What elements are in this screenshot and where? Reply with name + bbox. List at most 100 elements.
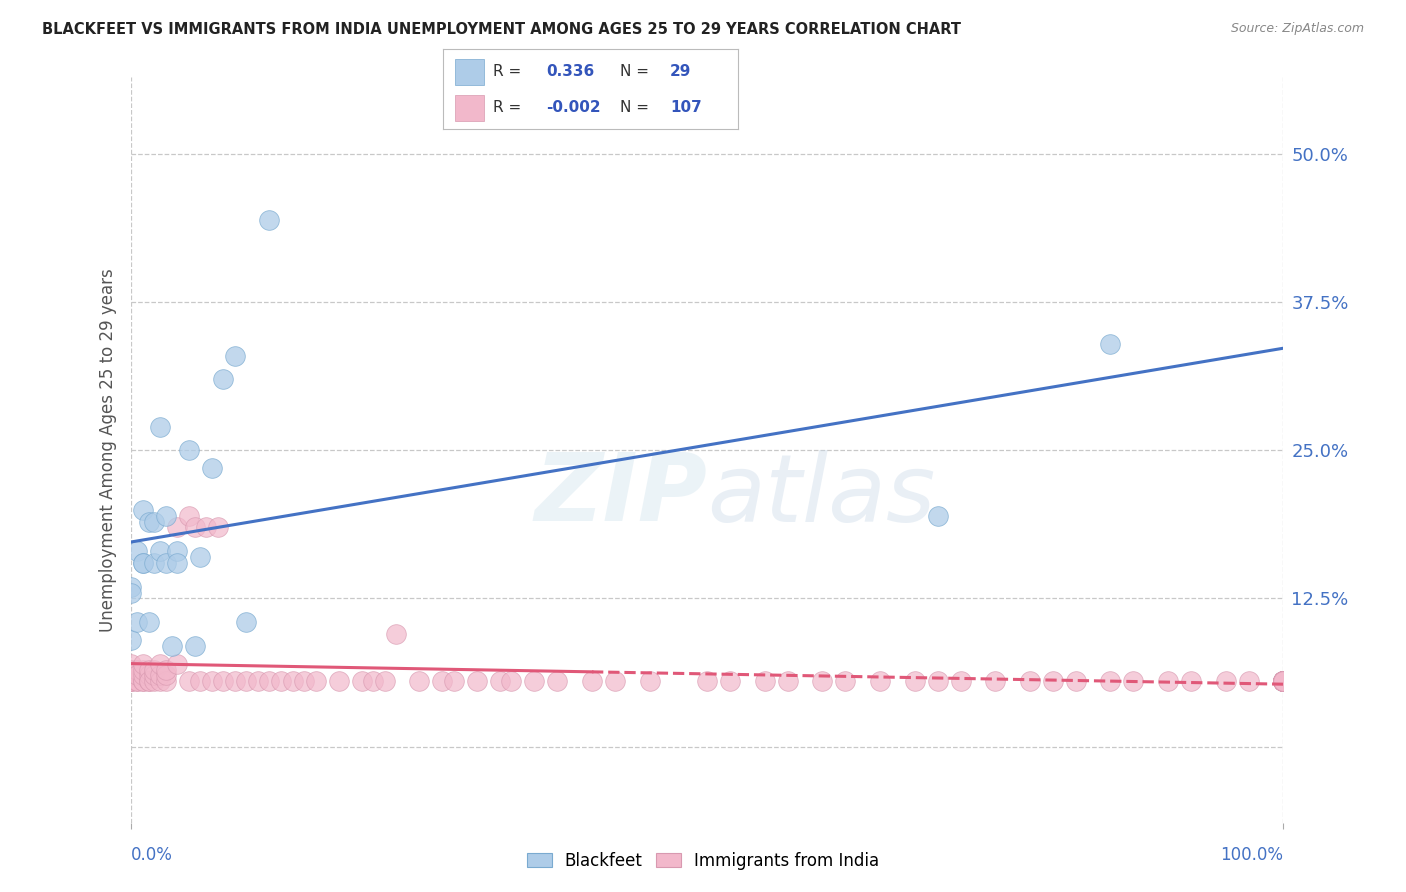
- Point: [1272, 674, 1295, 689]
- Point: [1018, 674, 1040, 689]
- Point: [190, 549, 212, 564]
- Point: [224, 349, 246, 363]
- Point: [149, 544, 172, 558]
- Point: [1272, 674, 1295, 689]
- Point: [984, 674, 1007, 689]
- Point: [212, 674, 235, 689]
- Point: [177, 674, 200, 689]
- Point: [120, 674, 142, 689]
- Point: [1099, 674, 1122, 689]
- Point: [132, 674, 155, 689]
- Point: [120, 585, 142, 599]
- Point: [776, 674, 799, 689]
- Point: [201, 674, 224, 689]
- Point: [155, 663, 177, 677]
- Point: [1272, 674, 1295, 689]
- Point: [927, 674, 949, 689]
- Y-axis label: Unemployment Among Ages 25 to 29 years: Unemployment Among Ages 25 to 29 years: [100, 268, 117, 632]
- Point: [120, 674, 142, 689]
- Point: [903, 674, 925, 689]
- Point: [132, 657, 155, 671]
- Point: [183, 639, 205, 653]
- Point: [160, 639, 183, 653]
- Point: [581, 674, 603, 689]
- Text: N =: N =: [620, 100, 650, 115]
- Point: [120, 668, 142, 682]
- Point: [149, 668, 172, 682]
- Point: [1272, 674, 1295, 689]
- Point: [143, 515, 166, 529]
- Point: [432, 674, 454, 689]
- Point: [235, 615, 257, 629]
- Legend: Blackfeet, Immigrants from India: Blackfeet, Immigrants from India: [522, 847, 884, 875]
- Point: [120, 668, 142, 682]
- Point: [1215, 674, 1237, 689]
- Point: [489, 674, 512, 689]
- Point: [195, 520, 218, 534]
- Point: [949, 674, 972, 689]
- Point: [138, 668, 160, 682]
- Text: atlas: atlas: [707, 450, 935, 541]
- Point: [696, 674, 718, 689]
- Point: [120, 657, 142, 671]
- Text: 100.0%: 100.0%: [1220, 846, 1284, 863]
- Text: 0.0%: 0.0%: [131, 846, 173, 863]
- Point: [523, 674, 546, 689]
- Point: [125, 544, 148, 558]
- Point: [132, 556, 155, 570]
- Point: [1272, 674, 1295, 689]
- Point: [120, 668, 142, 682]
- Point: [304, 674, 326, 689]
- Point: [1272, 674, 1295, 689]
- Point: [120, 580, 142, 594]
- Point: [125, 674, 148, 689]
- Point: [132, 674, 155, 689]
- Point: [1272, 674, 1295, 689]
- Point: [1272, 674, 1295, 689]
- Point: [235, 674, 257, 689]
- Point: [465, 674, 488, 689]
- Point: [149, 657, 172, 671]
- Point: [120, 632, 142, 647]
- Point: [177, 508, 200, 523]
- Point: [1272, 674, 1295, 689]
- Point: [155, 508, 177, 523]
- Point: [1272, 674, 1295, 689]
- Text: R =: R =: [494, 64, 522, 79]
- Point: [834, 674, 856, 689]
- Point: [207, 520, 229, 534]
- Point: [166, 544, 188, 558]
- Point: [361, 674, 384, 689]
- Point: [166, 556, 188, 570]
- Point: [183, 520, 205, 534]
- Point: [149, 674, 172, 689]
- Point: [120, 663, 142, 677]
- Point: [718, 674, 741, 689]
- Point: [374, 674, 396, 689]
- Point: [149, 419, 172, 434]
- Point: [190, 674, 212, 689]
- Bar: [454, 95, 484, 121]
- Point: [1272, 674, 1295, 689]
- Point: [155, 668, 177, 682]
- Text: Source: ZipAtlas.com: Source: ZipAtlas.com: [1230, 22, 1364, 36]
- Point: [143, 556, 166, 570]
- Point: [143, 674, 166, 689]
- Text: R =: R =: [494, 100, 522, 115]
- Point: [259, 212, 281, 227]
- Point: [1272, 674, 1295, 689]
- Point: [281, 674, 304, 689]
- Point: [1272, 674, 1295, 689]
- Point: [177, 443, 200, 458]
- Point: [1180, 674, 1202, 689]
- Point: [166, 520, 188, 534]
- Point: [1272, 674, 1295, 689]
- Point: [270, 674, 292, 689]
- Point: [811, 674, 834, 689]
- Text: 107: 107: [671, 100, 702, 115]
- Point: [155, 674, 177, 689]
- Point: [1122, 674, 1144, 689]
- Point: [132, 668, 155, 682]
- Point: [1272, 674, 1295, 689]
- Point: [1272, 674, 1295, 689]
